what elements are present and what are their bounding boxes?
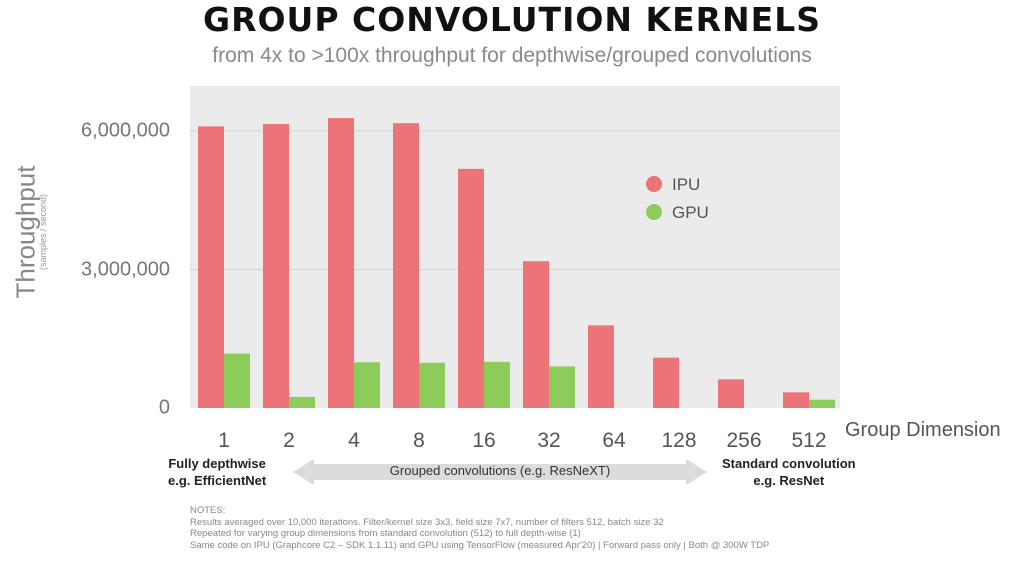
x-tick-label: 32 (537, 429, 561, 452)
x-tick-label: 4 (348, 429, 360, 452)
bar-gpu (289, 396, 315, 408)
annotation-depthwise-line1: Fully depthwise (168, 456, 266, 471)
x-axis-label: Group Dimension (845, 419, 1001, 441)
bar-ipu (523, 261, 549, 408)
bar-gpu (419, 362, 445, 408)
annotation-depthwise-line2: e.g. EfficientNet (168, 473, 267, 488)
notes-line: Same code on IPU (Graphcore C2 – SDK 1.1… (190, 539, 770, 551)
bar-gpu (549, 366, 575, 408)
annotation-standard-line2: e.g. ResNet (753, 473, 825, 488)
legend-swatch-gpu (646, 204, 662, 220)
bar-gpu (224, 353, 250, 408)
bar-gpu (484, 361, 510, 408)
annotation-grouped: Grouped convolutions (e.g. ResNeXT) (389, 463, 611, 478)
bar-gpu (809, 399, 835, 408)
x-tick-label: 1 (218, 429, 230, 452)
notes-block: NOTES: Results averaged over 10,000 iter… (190, 505, 769, 551)
bar-ipu (458, 168, 484, 408)
y-tick-label: 6,000,000 (81, 119, 170, 142)
chart-subtitle: from 4x to >100x throughput for depthwis… (212, 44, 812, 67)
x-tick-label: 512 (791, 429, 827, 452)
legend-label-ipu: IPU (672, 175, 700, 194)
double-arrow (293, 459, 707, 485)
bar-gpu (354, 362, 380, 408)
bar-ipu (653, 357, 679, 408)
bar-ipu (328, 118, 354, 408)
bar-ipu (393, 123, 419, 408)
chart-title: GROUP CONVOLUTION KERNELS (202, 0, 821, 39)
bar-ipu (718, 379, 744, 408)
notes-heading: NOTES: (190, 505, 226, 516)
annotation-standard: Standard convolution e.g. ResNet (722, 455, 856, 489)
x-tick-label: 256 (726, 429, 762, 452)
x-tick-label: 16 (472, 429, 496, 452)
x-tick-label: 2 (283, 429, 295, 452)
annotation-depthwise: Fully depthwise e.g. EfficientNet (168, 455, 266, 489)
y-axis-sublabel: (samples / second) (38, 193, 48, 271)
y-tick-label: 0 (158, 396, 170, 419)
plot-background (190, 86, 840, 408)
bar-ipu (783, 392, 809, 408)
legend-swatch-ipu (646, 176, 662, 192)
annotation-standard-line1: Standard convolution (722, 456, 856, 471)
bar-ipu (263, 124, 289, 408)
x-tick-label: 8 (413, 429, 425, 452)
x-tick-label: 64 (602, 429, 626, 452)
bar-ipu (588, 325, 614, 408)
notes-line: Repeated for varying group dimensions fr… (190, 528, 581, 539)
y-tick-label: 3,000,000 (81, 258, 170, 281)
y-axis-label: Throughput (10, 165, 41, 299)
legend-label-gpu: GPU (672, 203, 709, 222)
notes-line: Results averaged over 10,000 iterations.… (190, 516, 664, 528)
bar-ipu (198, 126, 224, 408)
x-tick-label: 128 (661, 429, 697, 452)
